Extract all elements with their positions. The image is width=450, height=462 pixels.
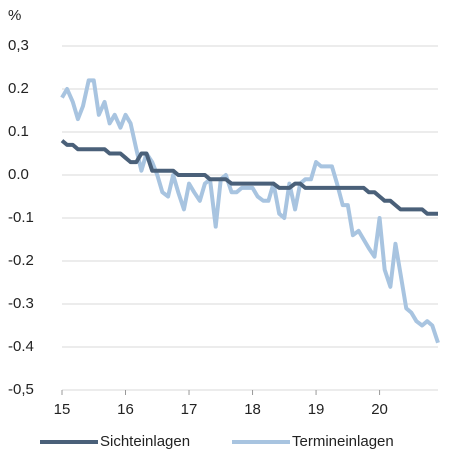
y-axis-label: %: [8, 7, 21, 24]
y-tick-label: -0.3: [8, 295, 34, 312]
y-tick-label: -0,5: [8, 381, 34, 398]
x-tick-label: 18: [244, 401, 261, 418]
line-series: [60, 78, 440, 344]
x-tick-label: 15: [54, 401, 71, 418]
y-tick-label: 0.1: [8, 123, 29, 140]
y-tick-label: 0.2: [8, 80, 29, 97]
y-tick-label: -0.4: [8, 338, 34, 355]
x-tick-label: 17: [181, 401, 198, 418]
legend-label: Termineinlagen: [292, 433, 394, 450]
x-tick-label: 19: [308, 401, 325, 418]
y-tick-label: -0.1: [8, 209, 34, 226]
y-tick-label: 0,3: [8, 37, 29, 54]
x-tick-label: 20: [371, 401, 388, 418]
y-tick-label: 0.0: [8, 166, 29, 183]
line-series: [60, 139, 438, 216]
y-tick-label: -0.2: [8, 252, 34, 269]
x-tick-label: 16: [117, 401, 134, 418]
legend-label: Sichteinlagen: [100, 433, 190, 450]
